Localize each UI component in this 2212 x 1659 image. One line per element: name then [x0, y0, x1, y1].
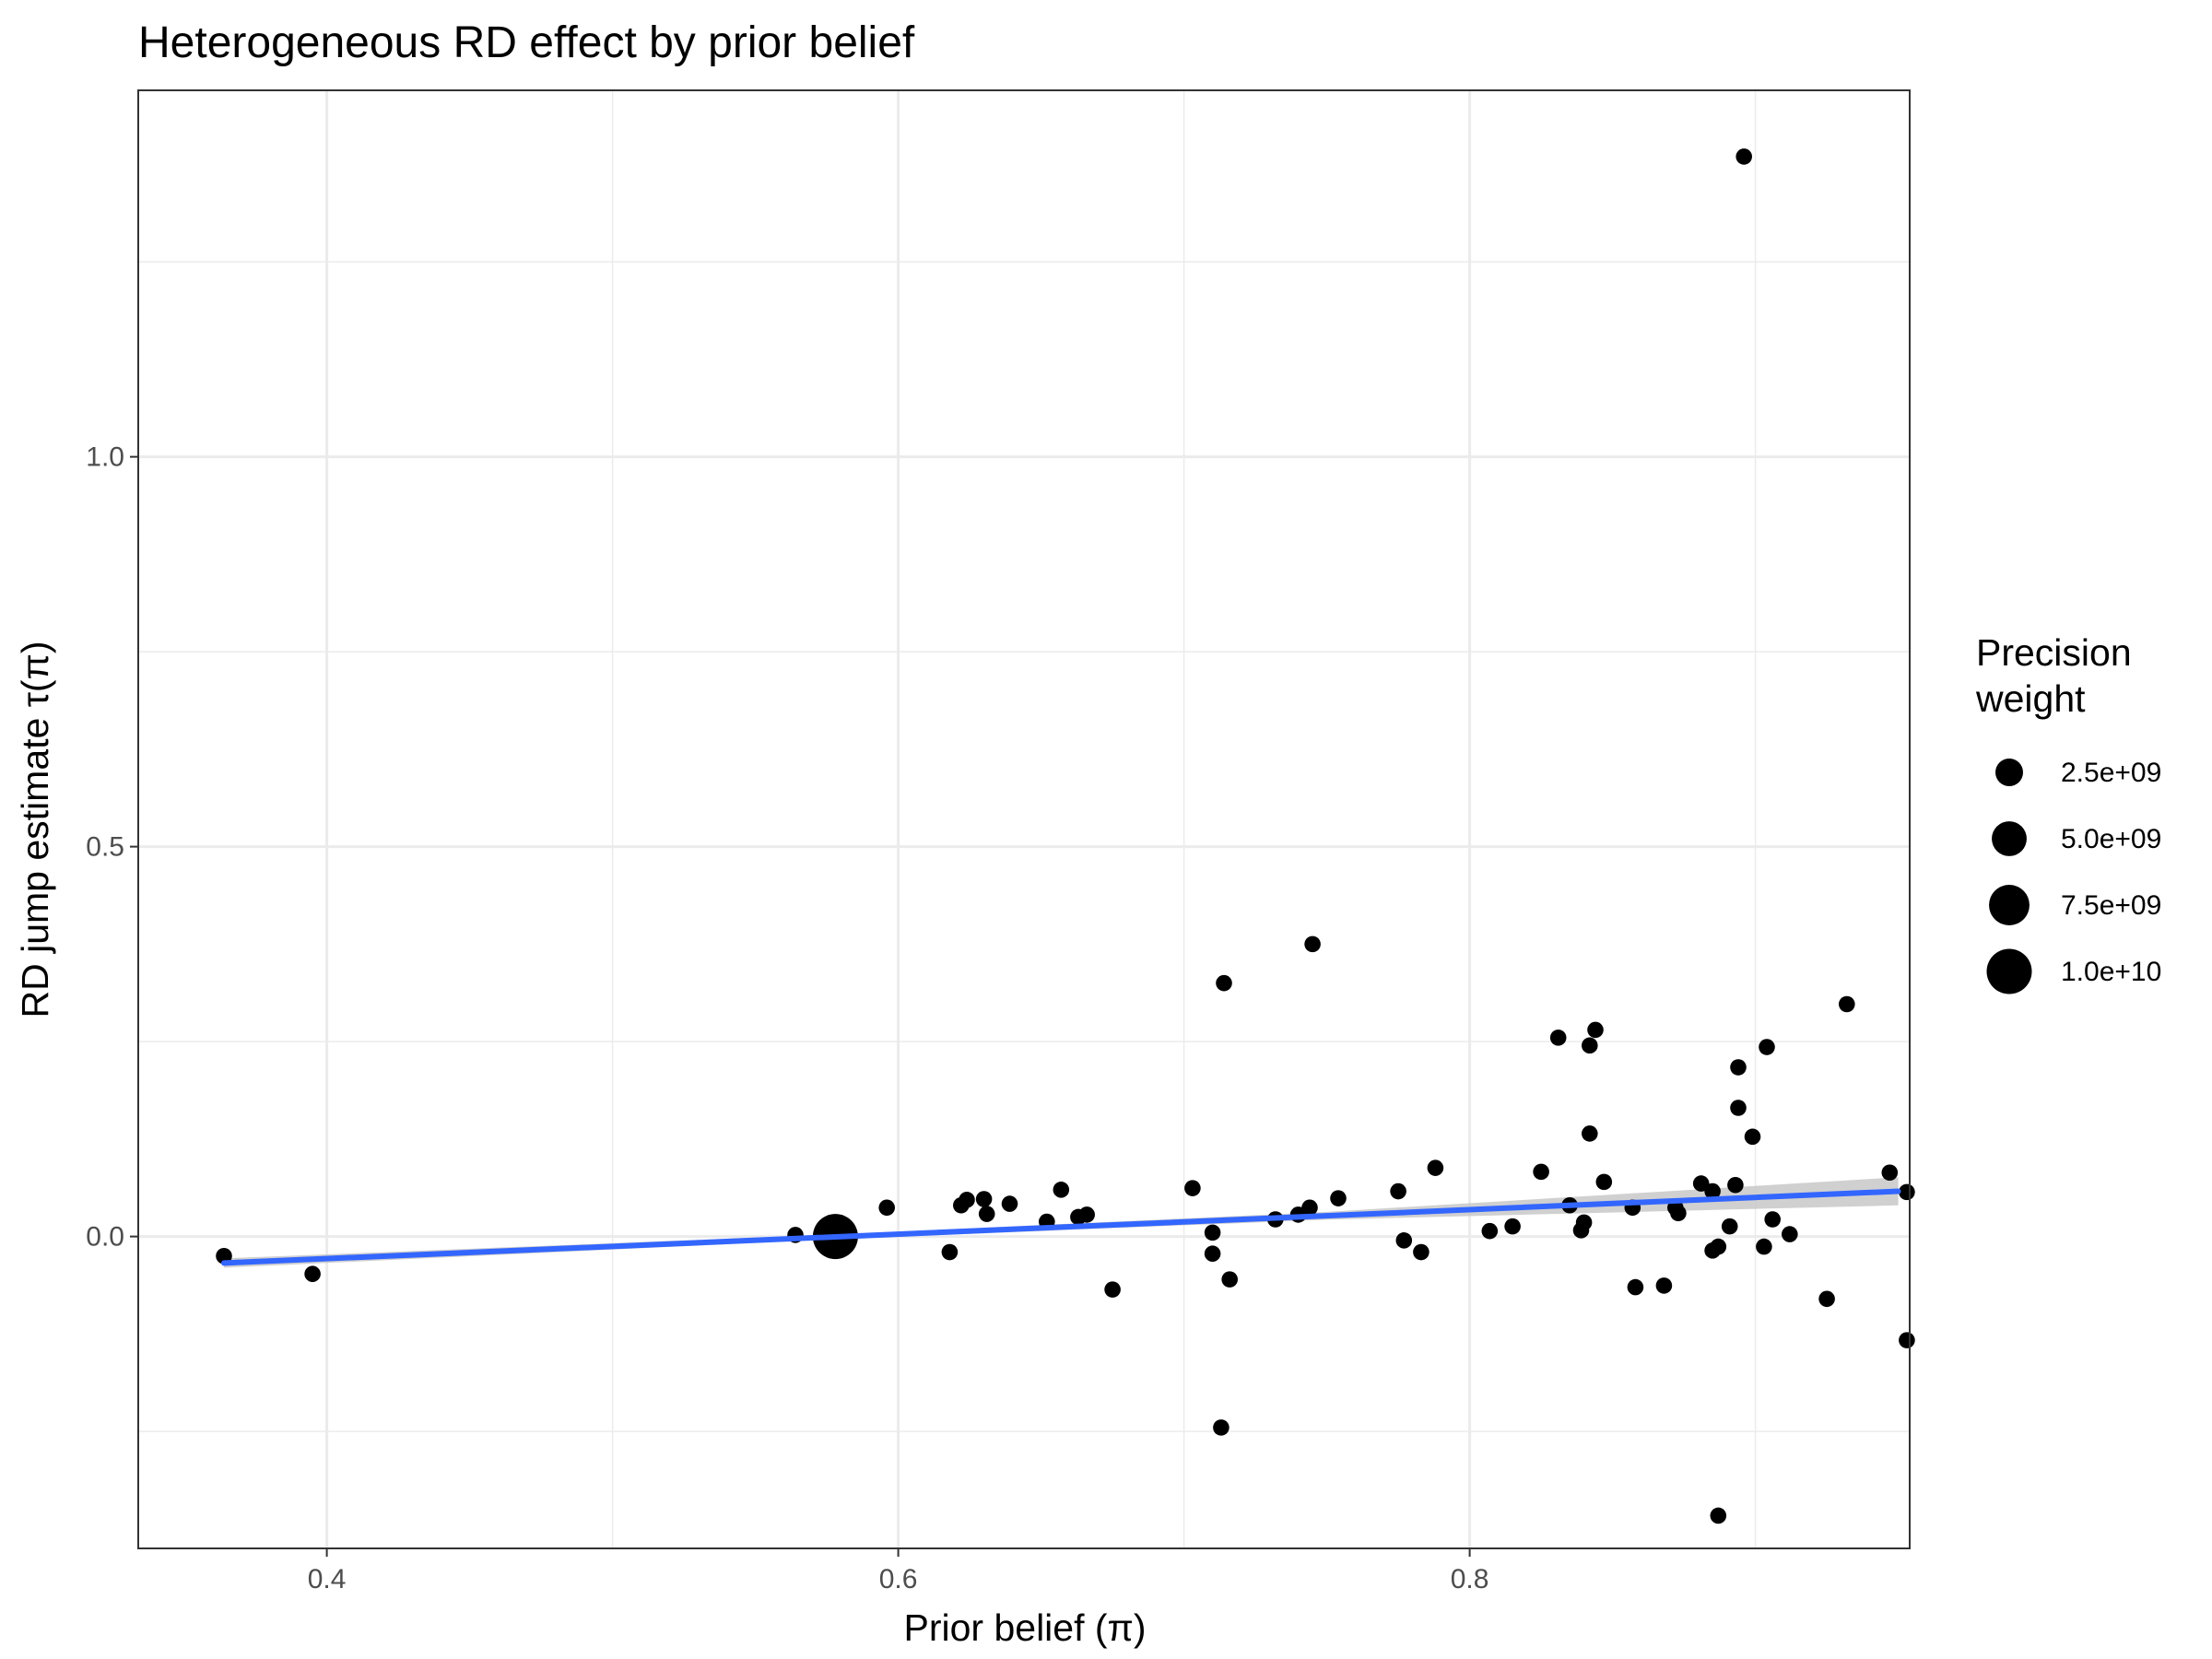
- data-point: [1204, 1245, 1221, 1263]
- data-point: [1504, 1218, 1521, 1235]
- legend-entries: 2.5e+09 5.0e+09 7.5e+09 1.0e+10: [1986, 758, 2161, 994]
- data-point: [1782, 1226, 1798, 1242]
- data-point: [1710, 1507, 1727, 1524]
- data-point: [1627, 1278, 1644, 1296]
- data-point: [1756, 1238, 1772, 1255]
- y-axis-title: RD jump estimate τ(π): [14, 641, 56, 1018]
- y-tick-label: 0.0: [86, 1222, 124, 1253]
- data-point: [1204, 1224, 1221, 1241]
- data-point: [1721, 1218, 1738, 1235]
- fit-line: [221, 1188, 1901, 1266]
- data-point: [959, 1192, 975, 1208]
- data-point: [1730, 1100, 1747, 1116]
- legend-key-circle: [1986, 948, 2032, 994]
- data-point: [1735, 148, 1752, 165]
- data-point: [1587, 1021, 1604, 1039]
- data-point: [1213, 1419, 1230, 1436]
- data-point: [1481, 1222, 1499, 1240]
- data-point: [1710, 1238, 1727, 1255]
- data-point: [1744, 1128, 1761, 1146]
- data-point: [1759, 1039, 1775, 1055]
- data-point: [1764, 1211, 1781, 1228]
- data-point: [1582, 1125, 1598, 1142]
- data-point: [975, 1191, 993, 1207]
- data-point: [1692, 1175, 1710, 1192]
- legend-title-line-2: weight: [1975, 677, 2086, 720]
- x-tick-label: 0.6: [879, 1564, 918, 1594]
- data-point: [1670, 1205, 1687, 1222]
- y-tick-label: 0.5: [86, 832, 124, 863]
- data-point: [1390, 1182, 1406, 1200]
- x-tick-label: 0.8: [1451, 1564, 1489, 1594]
- data-point: [1655, 1277, 1673, 1294]
- grid: [138, 90, 1910, 1548]
- chart-title: Heterogeneous RD effect by prior belief: [138, 18, 915, 67]
- data-point: [1533, 1163, 1549, 1181]
- data-point: [1899, 1332, 1915, 1348]
- legend-title-line-1: Precision: [1976, 631, 2132, 674]
- data-point: [1704, 1182, 1721, 1200]
- fit-line-layer: [221, 1188, 1901, 1266]
- data-point: [878, 1199, 895, 1217]
- data-point: [1413, 1243, 1430, 1261]
- data-point: [1001, 1195, 1018, 1212]
- panel-border: [137, 89, 1911, 1549]
- axes: 0.4 0.6 0.8 0.0 0.5 1.0: [86, 442, 1488, 1594]
- data-point: [1078, 1206, 1095, 1223]
- data-point: [1301, 1199, 1318, 1217]
- data-point: [1221, 1271, 1238, 1288]
- data-point: [1818, 1290, 1835, 1308]
- data-point: [1575, 1214, 1593, 1231]
- data-point: [1549, 1030, 1567, 1046]
- data-point: [1304, 935, 1321, 953]
- x-tick-label: 0.4: [308, 1564, 347, 1594]
- size-legend: Precision weight 2.5e+09 5.0e+09 7.5e+09 1.…: [1975, 631, 2161, 994]
- y-tick-label: 1.0: [86, 442, 124, 473]
- legend-entry-label: 7.5e+09: [2061, 890, 2161, 921]
- data-point: [1427, 1159, 1444, 1176]
- data-point: [1104, 1281, 1121, 1298]
- data-point: [1839, 995, 1855, 1013]
- legend-entry-label: 2.5e+09: [2061, 758, 2161, 788]
- data-point: [1881, 1164, 1899, 1182]
- data-point: [304, 1265, 321, 1283]
- data-point: [1053, 1182, 1070, 1198]
- data-point: [216, 1247, 232, 1265]
- data-point: [978, 1206, 995, 1222]
- data-point: [1395, 1232, 1413, 1249]
- legend-key-circle: [1989, 885, 2030, 925]
- data-point: [1899, 1183, 1915, 1201]
- legend-key-circle: [1995, 759, 2023, 786]
- data-point: [1330, 1190, 1347, 1206]
- legend-entry-label: 5.0e+09: [2061, 824, 2161, 854]
- data-point: [1730, 1059, 1747, 1076]
- data-point: [1216, 974, 1232, 992]
- data-point: [1582, 1037, 1598, 1054]
- x-axis-title: Prior belief (π): [904, 1606, 1147, 1649]
- data-point: [941, 1243, 959, 1261]
- legend-entry-label: 1.0e+10: [2061, 957, 2161, 987]
- data-point: [1727, 1176, 1744, 1194]
- data-point: [1184, 1180, 1201, 1196]
- points-layer: [216, 148, 1915, 1524]
- data-point: [1595, 1173, 1613, 1191]
- legend-key-circle: [1992, 821, 2027, 856]
